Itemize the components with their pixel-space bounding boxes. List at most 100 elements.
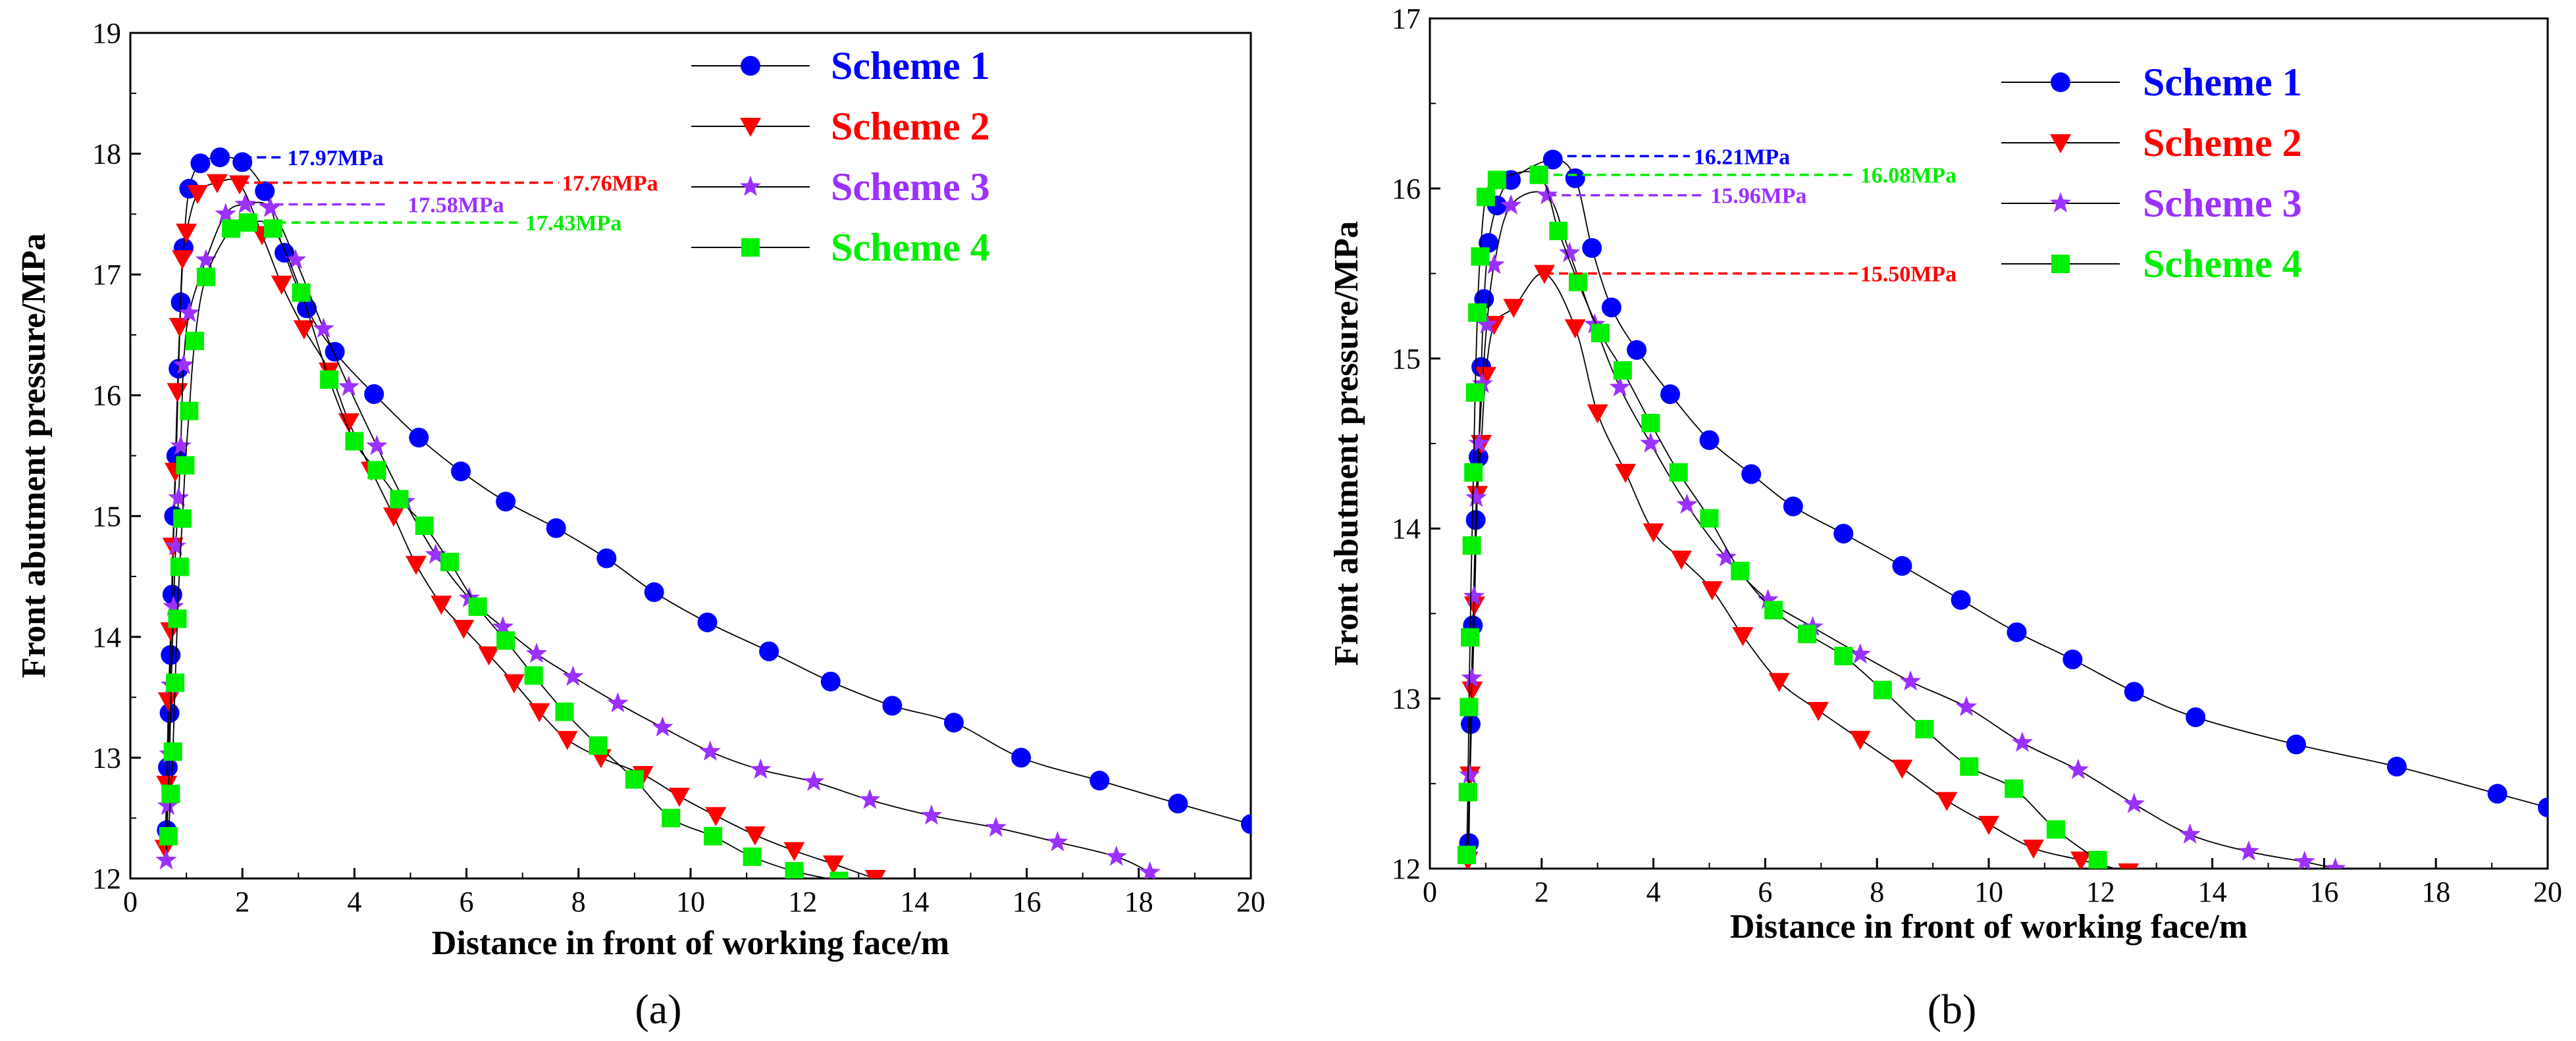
data-point-a-3 bbox=[178, 301, 200, 322]
panel-label-b: (b) bbox=[1928, 986, 1977, 1032]
data-point-a-3 bbox=[157, 794, 179, 815]
data-point-a-2 bbox=[453, 620, 475, 640]
data-point-b-4 bbox=[1465, 383, 1485, 402]
data-point-a-4 bbox=[163, 742, 182, 761]
data-point-a-3 bbox=[859, 788, 881, 809]
data-point-b-2 bbox=[1587, 404, 1608, 424]
data-point-a-4 bbox=[320, 370, 339, 389]
data-point-b-4 bbox=[1549, 222, 1568, 240]
x-tick-label-b: 4 bbox=[1646, 876, 1661, 908]
data-point-a-2 bbox=[271, 275, 292, 295]
data-point-b-3 bbox=[2011, 731, 2034, 752]
data-point-a-4 bbox=[524, 666, 543, 685]
legend-marker-b-4 bbox=[2051, 255, 2070, 273]
data-point-b-3 bbox=[1463, 585, 1485, 606]
legend-label-a-1: Scheme 1 bbox=[831, 44, 990, 88]
data-point-b-2 bbox=[1808, 701, 1829, 721]
y-tick-label-b: 13 bbox=[1392, 683, 1421, 715]
data-point-a-1 bbox=[325, 342, 345, 362]
data-point-b-3 bbox=[1609, 376, 1631, 397]
data-point-b-1 bbox=[1565, 168, 1585, 188]
data-point-a-3 bbox=[525, 642, 548, 663]
data-point-b-2 bbox=[1936, 792, 1958, 811]
data-point-a-4 bbox=[196, 267, 215, 286]
data-point-a-3 bbox=[607, 692, 629, 713]
x-tick-label-b: 12 bbox=[2086, 876, 2115, 908]
series-line-b-1 bbox=[1468, 159, 2548, 844]
data-point-a-2 bbox=[157, 692, 179, 712]
data-point-a-2 bbox=[206, 174, 228, 193]
y-tick-label-b: 14 bbox=[1392, 513, 1421, 545]
data-point-b-1 bbox=[1542, 149, 1563, 170]
data-point-a-4 bbox=[785, 861, 804, 878]
data-point-a-2 bbox=[187, 185, 209, 205]
data-point-b-4 bbox=[1468, 303, 1487, 322]
data-point-b-4 bbox=[1476, 188, 1495, 207]
x-axis-label-a: Distance in front of working face/m bbox=[432, 925, 949, 962]
data-point-a-1 bbox=[596, 548, 617, 569]
data-point-a-1 bbox=[232, 152, 253, 172]
data-point-b-2 bbox=[1503, 299, 1525, 318]
data-point-b-3 bbox=[1471, 372, 1493, 394]
data-point-b-2 bbox=[2118, 863, 2140, 869]
data-point-b-4 bbox=[1461, 628, 1480, 647]
data-point-a-3 bbox=[562, 665, 584, 686]
data-point-a-2 bbox=[172, 250, 194, 270]
data-point-a-2 bbox=[228, 175, 250, 195]
data-point-a-1 bbox=[644, 582, 664, 602]
data-point-b-1 bbox=[2386, 756, 2407, 776]
data-point-b-3 bbox=[2179, 823, 2201, 844]
data-point-b-3 bbox=[1640, 432, 1662, 453]
data-point-a-3 bbox=[366, 434, 388, 455]
data-point-b-1 bbox=[2124, 682, 2144, 702]
data-point-b-1 bbox=[1660, 384, 1681, 405]
panel-a: 0 2 4 6 8 10 12 14 16 18 20 12 13 14 15 16 17 18 19 Distanc… bbox=[15, 17, 1265, 1032]
data-point-a-3 bbox=[425, 544, 446, 564]
data-point-a-4 bbox=[662, 809, 681, 828]
data-point-b-4 bbox=[1487, 170, 1506, 190]
data-point-a-1 bbox=[697, 612, 718, 632]
data-point-b-1 bbox=[2286, 734, 2306, 755]
data-point-b-3 bbox=[1955, 696, 1978, 717]
data-point-b-3 bbox=[1459, 763, 1481, 784]
data-point-b-1 bbox=[1741, 464, 1762, 484]
data-point-b-1 bbox=[2007, 622, 2027, 642]
data-point-a-3 bbox=[284, 249, 307, 269]
data-point-a-4 bbox=[367, 461, 386, 480]
data-point-a-2 bbox=[176, 223, 197, 243]
data-point-a-3 bbox=[170, 434, 192, 455]
data-point-a-4 bbox=[159, 826, 178, 846]
data-point-b-3 bbox=[2238, 840, 2259, 861]
peak-label-b-4: 15.50MPa bbox=[1860, 263, 1957, 287]
data-point-a-3 bbox=[313, 317, 334, 338]
data-point-a-1 bbox=[162, 584, 182, 605]
data-point-a-1 bbox=[820, 671, 841, 692]
data-point-b-3 bbox=[1483, 253, 1505, 274]
data-point-a-3 bbox=[172, 353, 194, 374]
data-point-b-4 bbox=[1798, 624, 1817, 644]
data-point-a-1 bbox=[255, 181, 275, 201]
data-point-b-4 bbox=[1641, 413, 1660, 432]
data-point-b-4 bbox=[1731, 561, 1750, 580]
peak-label-a-1: 17.97MPa bbox=[287, 146, 383, 170]
y-tick-label-a: 16 bbox=[92, 380, 121, 412]
data-point-a-3 bbox=[458, 587, 480, 607]
x-tick-label-b: 10 bbox=[1974, 876, 2003, 908]
data-point-a-2 bbox=[293, 320, 315, 340]
data-point-a-2 bbox=[529, 703, 550, 723]
data-point-b-4 bbox=[1700, 509, 1719, 528]
data-point-b-1 bbox=[2186, 707, 2206, 728]
data-point-b-3 bbox=[1715, 546, 1737, 567]
data-point-a-4 bbox=[959, 900, 977, 918]
data-point-a-4 bbox=[468, 597, 487, 616]
y-tick-label-a: 19 bbox=[92, 17, 121, 49]
series-line-b-2 bbox=[1467, 272, 2118, 869]
data-point-a-2 bbox=[864, 870, 886, 878]
data-point-a-4 bbox=[176, 456, 195, 475]
x-tick-label-a: 14 bbox=[900, 886, 929, 918]
data-point-a-4 bbox=[168, 609, 187, 628]
data-point-a-3 bbox=[492, 616, 514, 636]
data-point-a-1 bbox=[1011, 748, 1032, 768]
x-tick-label-a: 0 bbox=[123, 886, 138, 918]
